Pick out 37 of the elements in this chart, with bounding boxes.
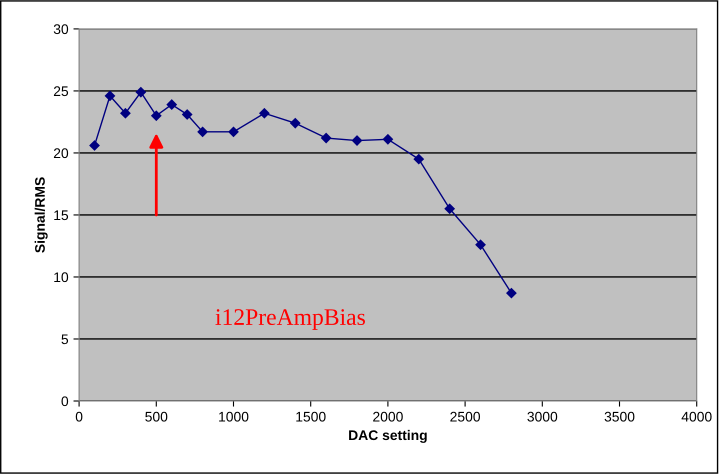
point xyxy=(228,126,239,137)
point xyxy=(382,134,394,144)
point xyxy=(104,90,116,102)
x-tick-label: 3500 xyxy=(604,412,634,422)
x-tick-label: 1500 xyxy=(296,412,326,422)
point xyxy=(120,108,131,118)
x-axis-title: DAC setting xyxy=(349,430,427,443)
point xyxy=(166,99,177,110)
y-tick-label: 30 xyxy=(54,24,68,34)
y-tick-label: 25 xyxy=(54,86,68,96)
x-tick-label: 0 xyxy=(76,412,82,422)
x-tick-label: 3000 xyxy=(527,412,558,422)
point xyxy=(259,108,270,118)
point xyxy=(506,288,517,298)
x-tick-label: 1000 xyxy=(219,412,248,422)
point xyxy=(290,118,300,128)
point xyxy=(444,204,455,214)
point xyxy=(414,154,424,164)
point xyxy=(352,135,362,146)
point xyxy=(198,126,208,137)
y-tick-label: 10 xyxy=(54,272,68,282)
y-tick-label: 20 xyxy=(54,148,68,158)
point xyxy=(321,132,332,144)
point xyxy=(89,140,100,151)
annotation: i12PreAmpBias xyxy=(215,309,365,330)
x-tick-label: 500 xyxy=(145,412,168,422)
x-tick-label: 4000 xyxy=(682,412,712,422)
point xyxy=(475,240,486,250)
x-tick-label: 2500 xyxy=(450,412,480,422)
y-tick-label: 5 xyxy=(62,334,68,344)
y-tick-label: 0 xyxy=(61,396,68,406)
point xyxy=(136,87,146,98)
y-tick-label: 15 xyxy=(54,210,68,220)
x-tick-label: 2000 xyxy=(373,412,403,422)
point xyxy=(151,110,162,121)
y-axis-title: Signal/RMS xyxy=(34,177,48,253)
point xyxy=(182,109,192,120)
